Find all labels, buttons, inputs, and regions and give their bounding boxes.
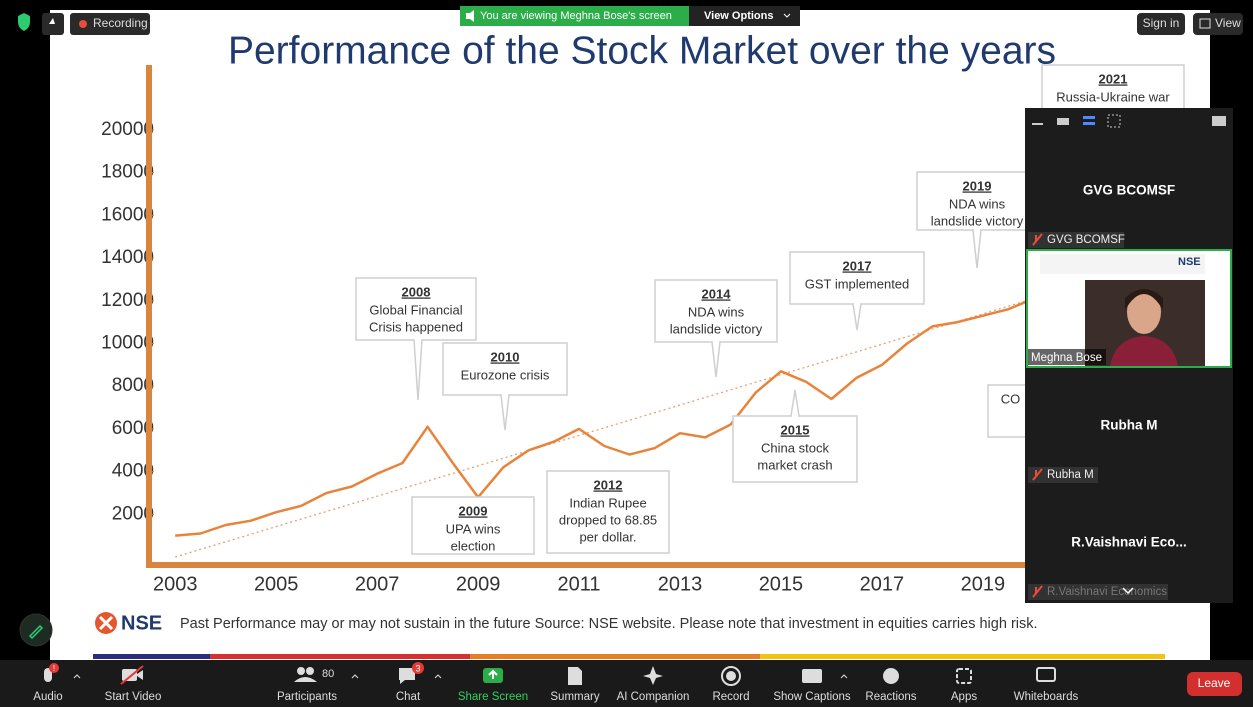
reactions-icon (883, 668, 899, 684)
recording-label: Recording (93, 16, 148, 30)
y-axis (146, 65, 152, 567)
x-tick-label: 2015 (759, 573, 804, 595)
slide-title: Performance of the Stock Market over the… (228, 29, 1056, 72)
annotation-text: NDA wins (949, 196, 1006, 211)
share-banner-text: You are viewing Meghna Bose's screen (480, 10, 672, 22)
record-dot (726, 671, 736, 681)
annotation-text: GST implemented (805, 276, 910, 291)
annotation-year: 2014 (702, 286, 732, 301)
annotation-text: per dollar. (579, 529, 636, 544)
x-axis (146, 562, 1026, 568)
minimize-icon[interactable] (1032, 123, 1043, 125)
camera-icon (122, 669, 137, 681)
toolbar-label: Chat (396, 691, 421, 703)
participants-count: 80 (322, 668, 334, 680)
nse-logo: NSE (95, 612, 162, 634)
popout-icon[interactable] (1212, 116, 1226, 126)
annotation-text: CO (1001, 391, 1021, 406)
annotation-text: Indian Rupee (569, 495, 646, 510)
logo-text: NSE (121, 612, 162, 634)
annotation-text: Global Financial (369, 302, 462, 317)
annotation-text: UPA wins (446, 521, 501, 536)
screen: Performance of the Stock Market over the… (0, 0, 1253, 707)
summary-icon (568, 667, 582, 685)
color-bar (93, 654, 210, 659)
annotation-text: landslide victory (931, 213, 1024, 228)
x-tick-label: 2003 (153, 573, 198, 595)
annotation-text: Russia-Ukraine war (1056, 89, 1170, 104)
color-bar (760, 654, 1165, 659)
annotation-text: dropped to 68.85 (559, 512, 657, 527)
annotation: 2009 UPA wins election (412, 497, 534, 554)
toolbar-label: Record (712, 691, 749, 703)
participants-panel: GVG BCOMSF GVG BCOMSF NSE Meghna Bose Rubha … (1025, 108, 1233, 603)
x-tick-label: 2013 (658, 573, 703, 595)
color-bar (470, 654, 760, 659)
toolbar-label: Show Captions (773, 691, 851, 703)
annotation: 2012 Indian Rupee dropped to 68.85 per doll… (547, 471, 669, 553)
annotation: 2021 Russia-Ukraine war (1042, 65, 1184, 115)
slide-footer: Past Performance may or may not sustain … (180, 616, 1038, 632)
toolbar-label: AI Companion (617, 691, 690, 703)
annotation-text: NDA wins (688, 304, 745, 319)
people-icon (297, 667, 305, 675)
annotation-year: 2017 (843, 258, 872, 273)
x-tick-label: 2005 (254, 573, 299, 595)
x-tick-label: 2009 (456, 573, 501, 595)
strip-icon[interactable] (1057, 118, 1069, 125)
speaker-view-icon[interactable] (1083, 116, 1095, 119)
speaker-view-icon[interactable] (1083, 122, 1095, 125)
chat-badge-text: 3 (415, 663, 420, 673)
annotation-year: 2015 (781, 422, 810, 437)
participant-name: R.Vaishnavi Eco... (1071, 535, 1187, 550)
annotation-year: 2008 (402, 284, 431, 299)
annotation-year: 2019 (963, 178, 992, 193)
x-tick-label: 2017 (860, 573, 905, 595)
toolbar-label: Audio (33, 691, 62, 703)
x-tick-label: 2011 (558, 573, 601, 595)
toolbar-label: Reactions (865, 691, 916, 703)
annotation-text: China stock (761, 440, 829, 455)
people-icon (306, 667, 314, 675)
recording-dot (79, 20, 87, 28)
name-label: R.Vaishnavi Economics (1047, 586, 1167, 598)
page: { "top_bar": { "recording": "Recording",… (0, 0, 1253, 707)
participant-name: Rubha M (1101, 418, 1158, 433)
participant-name: GVG BCOMSF (1083, 183, 1175, 198)
toolbar-label: Participants (277, 691, 337, 703)
alert-badge-text: ! (53, 664, 55, 673)
toolbar-label: Share Screen (458, 691, 528, 703)
cc-icon (802, 669, 822, 683)
sign-in-label: Sign in (1143, 16, 1180, 30)
annotation-text: landslide victory (670, 321, 763, 336)
toolbar-label: Apps (951, 691, 977, 703)
name-label: Meghna Bose (1031, 352, 1102, 364)
video-logo: NSE (1178, 256, 1201, 268)
annotation-text: Crisis happened (369, 319, 463, 334)
view-label: View (1215, 16, 1241, 30)
toolbar-label: Start Video (105, 691, 162, 703)
annotation-text: Eurozone crisis (461, 367, 550, 382)
x-tick-label: 2019 (961, 573, 1006, 595)
leave-label: Leave (1198, 676, 1231, 690)
color-bar (210, 654, 470, 659)
annotation-text: market crash (757, 457, 832, 472)
view-options-label: View Options (704, 10, 773, 22)
name-label: GVG BCOMSF (1047, 234, 1125, 246)
toolbar-label: Whiteboards (1014, 691, 1079, 703)
annotation-year: 2010 (491, 349, 520, 364)
annotation-text: election (451, 538, 496, 553)
annotation-year: 2012 (594, 477, 623, 492)
annotation-year: 2009 (459, 503, 488, 518)
name-label: Rubha M (1047, 469, 1094, 481)
toolbar: Leave ! Audio Start Video 80 Participants 3 Ch… (0, 660, 1253, 707)
x-tick-label: 2007 (355, 573, 400, 595)
toolbar-label: Summary (550, 691, 599, 703)
annotation-year: 2021 (1099, 71, 1128, 86)
